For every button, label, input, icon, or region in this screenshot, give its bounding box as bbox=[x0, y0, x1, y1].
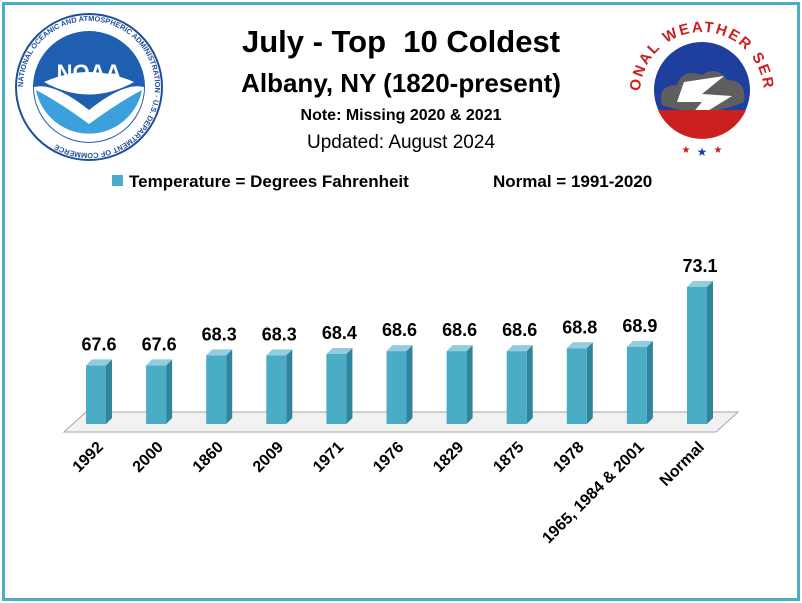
bar-front bbox=[446, 351, 467, 424]
bar-top bbox=[446, 345, 473, 352]
bar-value-label: 68.3 bbox=[202, 324, 237, 344]
bar bbox=[566, 342, 593, 424]
bar-value-label: 68.6 bbox=[382, 320, 417, 340]
bar-top bbox=[206, 349, 233, 356]
bar-top bbox=[86, 359, 112, 366]
bar bbox=[626, 340, 653, 424]
bar-top bbox=[626, 340, 653, 347]
bar bbox=[506, 345, 533, 424]
bar-top bbox=[266, 349, 293, 356]
bar-side bbox=[106, 359, 112, 424]
bar-top bbox=[146, 359, 173, 366]
bar-front bbox=[86, 365, 106, 424]
svg-text:★: ★ bbox=[714, 145, 723, 156]
x-tick-label: 2000 bbox=[130, 439, 167, 476]
bar-side bbox=[346, 348, 353, 424]
bar-value-label: 68.8 bbox=[562, 317, 597, 337]
x-tick-label: 1829 bbox=[430, 439, 467, 476]
bar-top bbox=[506, 345, 533, 352]
bar bbox=[386, 345, 413, 424]
chart-note: Note: Missing 2020 & 2021 bbox=[300, 107, 502, 124]
bar-top bbox=[566, 342, 593, 349]
bar-front bbox=[206, 355, 227, 424]
svg-text:★: ★ bbox=[682, 145, 691, 156]
x-tick-label: 1965, 1984 & 2001 bbox=[539, 439, 647, 547]
bar-top bbox=[687, 280, 713, 287]
legend-series-label: Temperature = Degrees Fahrenheit bbox=[129, 172, 409, 191]
legend-swatch bbox=[112, 175, 123, 186]
bar-front bbox=[566, 348, 587, 424]
bar-top bbox=[386, 345, 413, 352]
x-tick-label: 1976 bbox=[370, 439, 407, 476]
bar-value-label: 67.6 bbox=[142, 334, 177, 354]
svg-text:★: ★ bbox=[697, 145, 708, 159]
x-tick-label: 1978 bbox=[550, 439, 587, 476]
bar-value-label: 68.9 bbox=[622, 316, 657, 336]
bar-side bbox=[586, 342, 593, 424]
bar bbox=[86, 359, 112, 424]
chart-updated: Updated: August 2024 bbox=[306, 132, 496, 153]
bar-front bbox=[626, 346, 647, 424]
x-tick-label: Normal bbox=[657, 439, 708, 490]
bar-side bbox=[166, 359, 173, 424]
bar-value-label: 68.3 bbox=[262, 324, 297, 344]
bar-side bbox=[646, 340, 653, 424]
bar-value-label: 73.1 bbox=[682, 256, 717, 276]
bar bbox=[266, 349, 293, 424]
chart-title: July - Top 10 Coldest bbox=[241, 24, 561, 59]
legend-series: Temperature = Degrees Fahrenheit bbox=[112, 172, 409, 192]
bar bbox=[146, 359, 173, 424]
chart-subtitle: Albany, NY (1820-present) bbox=[241, 68, 561, 98]
bar-front bbox=[386, 351, 407, 424]
bar-side bbox=[286, 349, 293, 424]
nws-logo-icon: NATIONAL WEATHER SERVICE ★ ★ ★ bbox=[622, 10, 775, 159]
noaa-logo-text: NOAA bbox=[57, 60, 122, 85]
x-tick-label: 2009 bbox=[250, 439, 287, 476]
bar-front bbox=[266, 355, 287, 424]
x-tick-label: 1860 bbox=[190, 439, 227, 476]
x-tick-label: 1971 bbox=[310, 439, 347, 476]
bar-front bbox=[687, 286, 707, 424]
bar bbox=[326, 348, 353, 424]
noaa-logo-icon: NOAA NATIONAL OCEANIC AND ATMOSPHERIC AD… bbox=[15, 13, 163, 161]
bar-side bbox=[466, 345, 473, 424]
bar-side bbox=[707, 280, 713, 424]
legend-normal-label: Normal = 1991-2020 bbox=[493, 172, 653, 191]
bar-value-label: 67.6 bbox=[81, 334, 116, 354]
bar-side bbox=[226, 349, 233, 424]
bar-side bbox=[406, 345, 413, 424]
bar-value-label: 68.6 bbox=[502, 320, 537, 340]
x-tick-label: 1875 bbox=[490, 439, 527, 476]
bar bbox=[446, 345, 473, 424]
bar-value-label: 68.6 bbox=[442, 320, 477, 340]
bar-top bbox=[326, 348, 353, 354]
bar bbox=[687, 280, 713, 424]
x-tick-label: 1992 bbox=[70, 439, 107, 476]
bar-front bbox=[326, 354, 347, 424]
bar-front bbox=[146, 365, 167, 424]
bar-front bbox=[506, 351, 527, 424]
bar-value-label: 68.4 bbox=[322, 323, 357, 343]
bar bbox=[206, 349, 233, 424]
legend-normal: Normal = 1991-2020 bbox=[493, 172, 652, 192]
bar-side bbox=[526, 345, 533, 424]
